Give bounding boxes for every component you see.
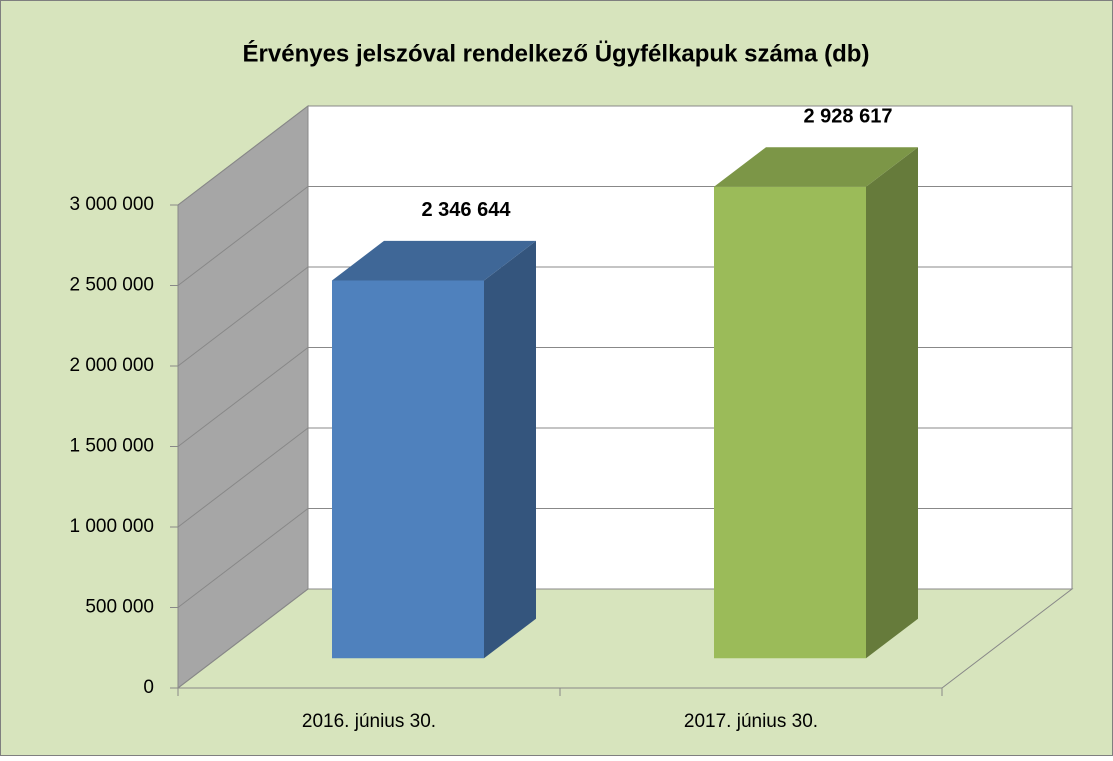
floor — [176, 588, 1074, 689]
bar — [714, 147, 918, 659]
bar-top — [332, 240, 536, 281]
y-tick-label: 1 000 000 — [69, 516, 154, 537]
grid-line — [177, 105, 1072, 206]
x-tick-label: 2017. június 30. — [684, 711, 818, 732]
y-tick-label: 2 000 000 — [69, 355, 154, 376]
bar-side — [866, 147, 918, 659]
y-tick-label: 1 500 000 — [69, 436, 154, 457]
x-tick-label: 2016. június 30. — [302, 711, 436, 732]
bar — [332, 240, 536, 659]
bar-top — [714, 147, 918, 187]
y-tick-label: 2 500 000 — [69, 275, 154, 296]
data-label: 2 928 617 — [804, 105, 893, 127]
chart-title: Érvényes jelszóval rendelkező Ügyfélkapu… — [243, 39, 870, 67]
y-tick-label: 0 — [143, 677, 154, 698]
y-tick-label: 3 000 000 — [69, 194, 154, 215]
data-label: 2 346 644 — [422, 199, 512, 221]
bar-side — [484, 240, 536, 659]
y-tick-label: 500 000 — [85, 597, 154, 618]
bar-front — [714, 186, 866, 659]
bar-front — [332, 280, 484, 659]
